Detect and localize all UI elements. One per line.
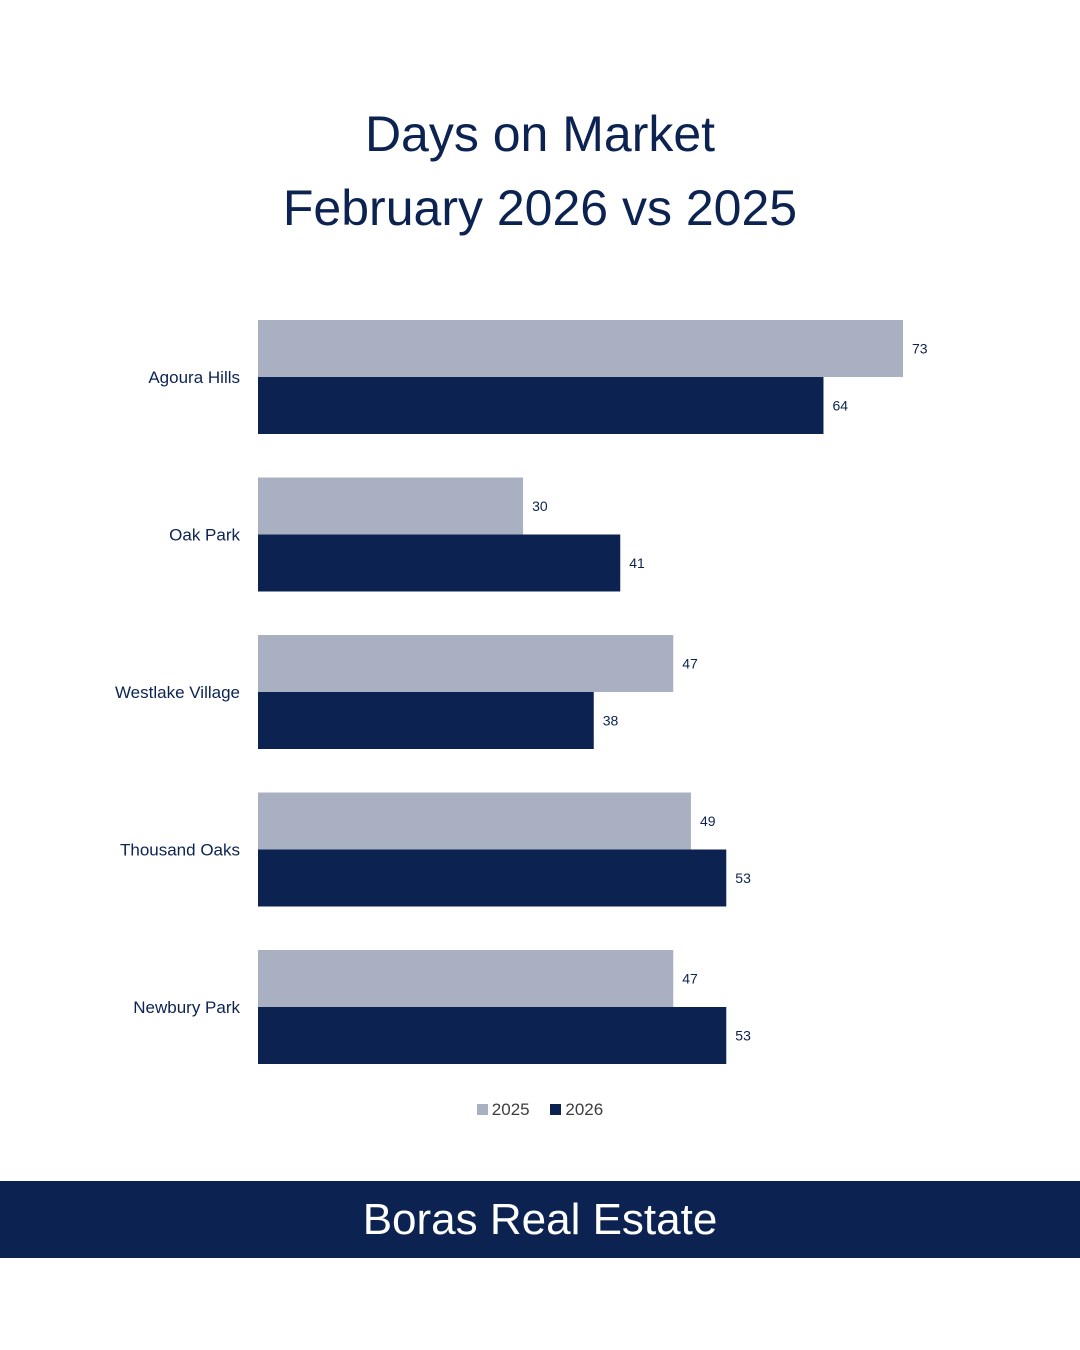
category-label-thousand-oaks: Thousand Oaks xyxy=(120,841,240,860)
brand-name: Boras Real Estate xyxy=(362,1195,718,1244)
chart-title-line2: February 2026 vs 2025 xyxy=(282,180,798,236)
value-label-newbury-park-2026: 53 xyxy=(735,1028,751,1044)
value-label-oak-park-2026: 41 xyxy=(629,555,645,571)
value-label-thousand-oaks-2025: 49 xyxy=(700,813,716,829)
category-label-newbury-park: Newbury Park xyxy=(133,998,240,1017)
value-label-agoura-hills-2025: 73 xyxy=(912,341,928,357)
category-label-agoura-hills: Agoura Hills xyxy=(148,368,240,387)
bar-oak-park-2026 xyxy=(258,534,621,592)
bar-westlake-village-2025 xyxy=(258,635,674,692)
value-label-agoura-hills-2026: 64 xyxy=(832,398,848,414)
bar-agoura-hills-2025 xyxy=(258,320,903,377)
bar-thousand-oaks-2026 xyxy=(258,849,727,907)
bar-thousand-oaks-2025 xyxy=(258,792,691,850)
legend-item-2026: 2026 xyxy=(550,1100,603,1120)
value-label-thousand-oaks-2026: 53 xyxy=(735,870,751,886)
bar-oak-park-2025 xyxy=(258,477,524,535)
legend-label-2025: 2025 xyxy=(491,1100,530,1119)
legend-swatch-2025 xyxy=(476,1104,488,1115)
bar-agoura-hills-2026 xyxy=(258,377,824,434)
legend-label-2026: 2026 xyxy=(565,1100,604,1119)
bar-newbury-park-2026 xyxy=(258,1007,727,1064)
value-label-newbury-park-2025: 47 xyxy=(682,971,698,987)
value-label-westlake-village-2026: 38 xyxy=(603,713,619,729)
category-label-westlake-village: Westlake Village xyxy=(115,683,240,702)
chart-title-line1: Days on Market xyxy=(364,106,716,162)
bar-newbury-park-2025 xyxy=(258,950,674,1007)
value-label-westlake-village-2025: 47 xyxy=(682,656,698,672)
chart-legend: 2025 2026 xyxy=(0,1100,1080,1120)
legend-item-2025: 2025 xyxy=(476,1100,530,1120)
bar-westlake-village-2026 xyxy=(258,692,594,749)
value-label-oak-park-2025: 30 xyxy=(532,498,548,514)
legend-swatch-2026 xyxy=(550,1104,562,1115)
footer-banner: Boras Real Estate xyxy=(0,1181,1080,1258)
category-label-oak-park: Oak Park xyxy=(169,526,240,545)
bar-chart: Agoura Hills 73 64 Oak Park 30 41 Westlake Vil… xyxy=(115,320,928,1064)
